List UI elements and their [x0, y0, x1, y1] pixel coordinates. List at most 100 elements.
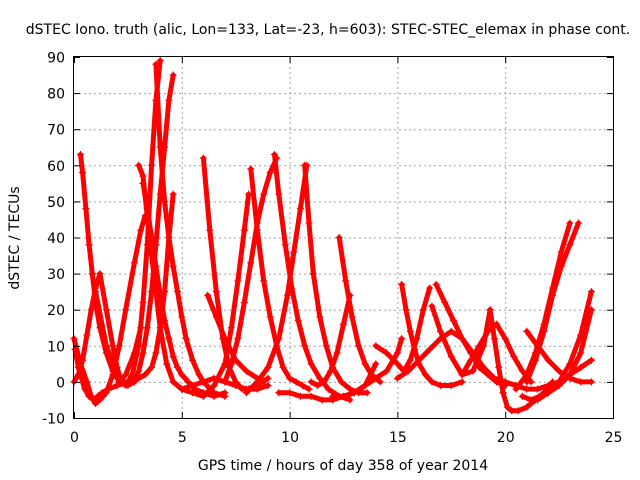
y-tick-label: 20	[47, 303, 65, 319]
data-point	[484, 371, 492, 379]
data-point	[527, 396, 535, 404]
data-point	[426, 345, 434, 353]
axis-ticks: 0 5 10 15 20 25 -10 0 10 20 30 40 50 60 70 80 90	[42, 51, 622, 447]
data-point	[441, 298, 449, 306]
data-point	[544, 382, 552, 390]
data-point	[575, 219, 583, 227]
data-point	[221, 335, 229, 343]
data-point	[577, 363, 585, 371]
data-point	[141, 371, 149, 379]
data-point	[566, 371, 574, 379]
data-point	[531, 356, 539, 364]
data-point	[204, 291, 212, 299]
data-point	[549, 291, 557, 299]
data-point	[189, 356, 197, 364]
data-point	[432, 280, 440, 288]
data-point	[486, 306, 494, 314]
data-point	[512, 382, 520, 390]
data-point	[240, 298, 248, 306]
data-point	[199, 392, 207, 400]
data-point	[109, 342, 117, 350]
data-point	[156, 324, 164, 332]
series-line	[114, 191, 176, 388]
data-point	[178, 371, 186, 379]
data-point	[469, 367, 477, 375]
data-point	[156, 57, 164, 65]
y-axis-title: dSTEC / TECUs	[7, 186, 23, 289]
series-line	[248, 166, 312, 392]
data-point	[234, 277, 242, 285]
data-point	[113, 382, 121, 390]
data-point	[264, 374, 272, 382]
data-point	[286, 374, 294, 382]
data-point	[490, 335, 498, 343]
data-point	[320, 378, 328, 386]
data-point	[156, 143, 164, 151]
data-point	[437, 382, 445, 390]
data-point	[227, 360, 235, 368]
data-point	[340, 392, 347, 400]
data-point	[165, 234, 173, 241]
data-point	[299, 382, 307, 390]
data-point	[96, 270, 104, 278]
data-point	[499, 389, 507, 397]
data-point	[383, 349, 391, 357]
x-tick-label: 15	[389, 430, 407, 446]
data-point	[124, 378, 132, 386]
data-point	[135, 374, 143, 382]
data-point	[264, 382, 272, 390]
data-point	[523, 327, 531, 335]
data-point	[458, 371, 466, 379]
data-point	[447, 382, 455, 390]
series-pass-21	[329, 335, 406, 400]
data-point	[467, 356, 475, 364]
data-point	[566, 241, 574, 249]
data-point	[286, 389, 294, 397]
data-point	[316, 374, 324, 382]
data-point	[275, 335, 283, 343]
x-tick-label: 25	[605, 430, 623, 446]
data-point	[96, 396, 104, 404]
data-point	[393, 360, 401, 368]
data-point	[122, 371, 130, 379]
data-point	[247, 165, 255, 173]
y-tick-label: 90	[47, 51, 65, 67]
data-point	[74, 371, 82, 379]
series-pass-11	[178, 190, 253, 400]
data-point	[361, 360, 369, 368]
y-tick-label: 60	[47, 159, 65, 175]
data-point	[372, 360, 380, 368]
data-point	[169, 353, 177, 361]
data-point	[169, 71, 177, 79]
data-point	[340, 320, 347, 328]
data-point	[135, 367, 143, 375]
data-point	[76, 150, 84, 158]
data-point	[88, 270, 96, 278]
data-point	[102, 306, 110, 314]
data-point	[221, 360, 229, 368]
y-tick-label: 50	[47, 195, 65, 211]
data-point	[398, 335, 406, 343]
data-point	[544, 389, 552, 397]
data-point	[518, 392, 526, 400]
series-pass-27	[458, 320, 535, 386]
data-point	[307, 392, 315, 400]
data-point	[393, 374, 401, 382]
data-point	[348, 313, 356, 321]
data-point	[266, 169, 274, 177]
data-point	[139, 349, 147, 357]
chart-title: dSTEC Iono. truth (alic, Lon=133, Lat=-2…	[26, 22, 630, 38]
data-point	[148, 161, 156, 169]
data-point	[447, 327, 455, 335]
data-point	[195, 371, 203, 379]
data-point	[523, 385, 531, 393]
data-point	[333, 349, 341, 357]
data-point	[173, 288, 181, 296]
data-point	[253, 226, 261, 234]
data-point	[322, 342, 330, 350]
series-line	[330, 336, 405, 399]
data-point	[458, 335, 466, 343]
data-point	[447, 353, 455, 361]
data-point	[393, 349, 401, 357]
data-point	[165, 96, 173, 104]
